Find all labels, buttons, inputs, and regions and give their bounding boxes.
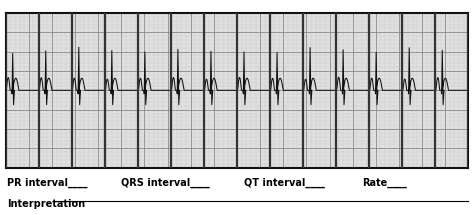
Text: QRS interval____: QRS interval____ — [121, 177, 210, 188]
Text: QT interval____: QT interval____ — [244, 177, 325, 188]
Text: Rate____: Rate____ — [363, 177, 407, 188]
Text: PR interval____: PR interval____ — [7, 177, 88, 188]
Text: Interpretation: Interpretation — [7, 199, 85, 209]
